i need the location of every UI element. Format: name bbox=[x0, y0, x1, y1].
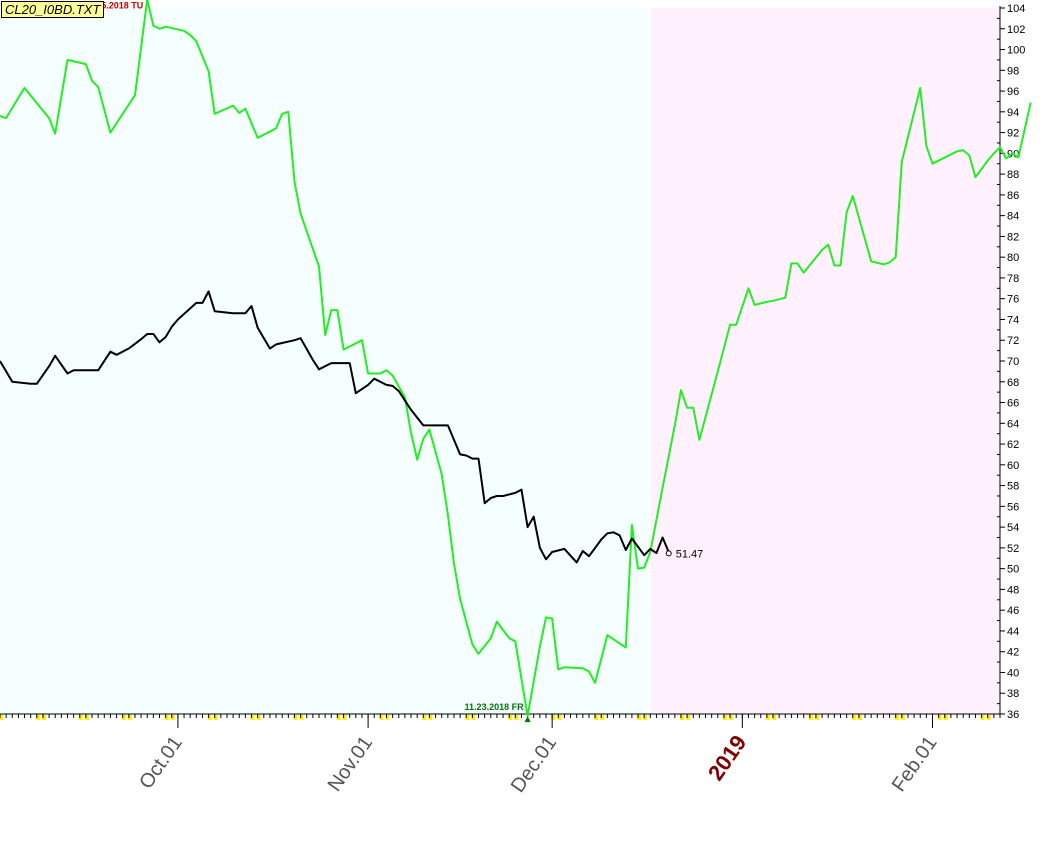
weekend-marker bbox=[250, 715, 255, 720]
weekend-marker bbox=[293, 715, 298, 720]
weekend-marker bbox=[422, 715, 427, 720]
x-tick-label: Nov.01 bbox=[324, 732, 378, 795]
weekend-marker bbox=[170, 715, 175, 720]
y-tick-label: 86 bbox=[1007, 190, 1019, 202]
series-line-0 bbox=[0, 0, 1032, 718]
y-tick-label: 98 bbox=[1007, 65, 1019, 77]
weekend-marker bbox=[336, 715, 341, 720]
background-region-0 bbox=[0, 8, 651, 714]
high-label: 09.25.2018 TU bbox=[84, 1, 144, 11]
y-tick-label: 62 bbox=[1007, 439, 1019, 451]
weekend-marker bbox=[943, 715, 948, 720]
weekend-marker bbox=[508, 715, 513, 720]
weekend-marker bbox=[514, 715, 519, 720]
weekend-marker bbox=[937, 715, 942, 720]
weekend-marker bbox=[379, 715, 384, 720]
weekend-marker bbox=[643, 715, 648, 720]
last-value-marker bbox=[665, 550, 672, 557]
y-tick-label: 44 bbox=[1007, 626, 1019, 638]
y-tick-label: 50 bbox=[1007, 564, 1019, 576]
y-tick-label: 68 bbox=[1007, 377, 1019, 389]
y-tick-label: 66 bbox=[1007, 398, 1019, 410]
series-line-1 bbox=[0, 290, 670, 564]
weekend-marker bbox=[851, 715, 856, 720]
y-tick-label: 42 bbox=[1007, 647, 1019, 659]
y-tick-label: 48 bbox=[1007, 584, 1019, 596]
y-tick-label: 88 bbox=[1007, 169, 1019, 181]
weekend-marker bbox=[299, 715, 304, 720]
weekend-marker bbox=[256, 715, 261, 720]
weekend-marker bbox=[679, 715, 684, 720]
weekend-marker bbox=[986, 715, 991, 720]
weekend-marker bbox=[600, 715, 605, 720]
weekend-marker bbox=[594, 715, 599, 720]
y-tick-label: 78 bbox=[1007, 273, 1019, 285]
y-tick-label: 96 bbox=[1007, 86, 1019, 98]
weekend-marker bbox=[772, 715, 777, 720]
x-tick-label: 2019 bbox=[703, 731, 752, 785]
weekend-marker bbox=[164, 715, 169, 720]
y-tick-label: 56 bbox=[1007, 501, 1019, 513]
weekend-marker bbox=[385, 715, 390, 720]
x-tick-label: Oct.01 bbox=[135, 732, 187, 793]
y-tick-label: 36 bbox=[1007, 709, 1019, 721]
weekend-marker bbox=[729, 715, 734, 720]
y-tick-label: 76 bbox=[1007, 294, 1019, 306]
weekend-marker bbox=[894, 715, 899, 720]
y-tick-label: 82 bbox=[1007, 231, 1019, 243]
y-tick-label: 46 bbox=[1007, 605, 1019, 617]
weekend-marker bbox=[637, 715, 642, 720]
y-tick-label: 84 bbox=[1007, 211, 1019, 223]
weekend-marker bbox=[213, 715, 218, 720]
background-region-1 bbox=[650, 8, 1000, 714]
y-tick-label: 80 bbox=[1007, 252, 1019, 264]
weekend-marker bbox=[428, 715, 433, 720]
weekend-marker bbox=[207, 715, 212, 720]
last-value-label: 51.47 bbox=[676, 548, 704, 560]
y-tick-label: 94 bbox=[1007, 107, 1019, 119]
y-tick-label: 100 bbox=[1007, 45, 1025, 57]
y-tick-label: 102 bbox=[1007, 24, 1025, 36]
weekend-marker bbox=[465, 715, 470, 720]
weekend-marker bbox=[900, 715, 905, 720]
y-tick-label: 38 bbox=[1007, 688, 1019, 700]
y-tick-label: 92 bbox=[1007, 128, 1019, 140]
weekend-marker bbox=[980, 715, 985, 720]
y-tick-label: 74 bbox=[1007, 314, 1019, 326]
weekend-marker bbox=[127, 715, 132, 720]
weekend-marker bbox=[557, 715, 562, 720]
weekend-marker bbox=[551, 715, 556, 720]
y-tick-label: 60 bbox=[1007, 460, 1019, 472]
low-marker bbox=[524, 716, 531, 723]
weekend-marker bbox=[78, 715, 83, 720]
weekend-marker bbox=[0, 715, 3, 720]
chart-title: CL20_I0BD.TXT bbox=[1, 1, 105, 18]
weekend-marker bbox=[814, 715, 819, 720]
weekend-marker bbox=[471, 715, 476, 720]
weekend-marker bbox=[35, 715, 40, 720]
weekend-marker bbox=[722, 715, 727, 720]
weekend-marker bbox=[342, 715, 347, 720]
y-tick-label: 72 bbox=[1007, 335, 1019, 347]
weekend-marker bbox=[84, 715, 89, 720]
y-tick-label: 54 bbox=[1007, 522, 1019, 534]
x-tick-label: Dec.01 bbox=[507, 732, 561, 797]
weekend-marker bbox=[686, 715, 691, 720]
weekend-marker bbox=[41, 715, 46, 720]
weekend-marker bbox=[121, 715, 126, 720]
weekend-marker bbox=[765, 715, 770, 720]
y-tick-label: 58 bbox=[1007, 481, 1019, 493]
y-tick-label: 52 bbox=[1007, 543, 1019, 555]
y-tick-label: 104 bbox=[1007, 3, 1025, 15]
weekend-marker bbox=[857, 715, 862, 720]
weekend-marker bbox=[808, 715, 813, 720]
y-tick-label: 40 bbox=[1007, 667, 1019, 679]
low-label: 11.23.2018 FR bbox=[465, 702, 525, 712]
y-tick-label: 64 bbox=[1007, 418, 1019, 430]
y-tick-label: 70 bbox=[1007, 356, 1019, 368]
x-tick-label: Feb.01 bbox=[888, 732, 942, 796]
